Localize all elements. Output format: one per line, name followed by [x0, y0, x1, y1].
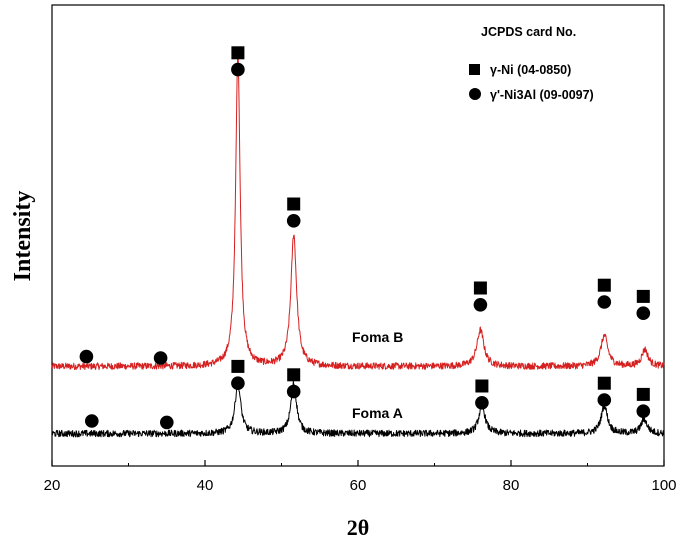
- gamma-ni-marker-foma-a: [636, 387, 650, 401]
- trace-foma-a: [51, 379, 665, 438]
- x-tick-label: 80: [503, 477, 520, 494]
- trace-labels: Foma B Foma A: [352, 329, 403, 421]
- gamma-ni-marker-foma-a: [231, 359, 245, 373]
- x-axis-title: 2θ: [347, 515, 369, 539]
- plot-frame: [51, 4, 665, 467]
- gamma-prime-marker-foma-a: [160, 415, 174, 430]
- legend-title: JCPDS card No.: [481, 25, 576, 39]
- plot-area: [51, 4, 665, 467]
- gamma-prime-marker-foma-b: [153, 351, 168, 365]
- gamma-prime-marker-foma-a: [636, 404, 651, 419]
- gamma-prime-marker-foma-a: [475, 396, 489, 410]
- x-axis-ticks: 20 40 60 80 100: [44, 460, 677, 494]
- gamma-ni-marker-foma-b: [636, 289, 650, 303]
- gamma-ni-marker-foma-a: [597, 376, 611, 390]
- x-tick-label: 20: [44, 477, 61, 494]
- legend-entry-gamma-prime-ni3al: γ'-Ni3Al (09-0097): [490, 88, 594, 102]
- legend-square-marker: [469, 64, 480, 75]
- gamma-prime-marker-foma-a: [231, 376, 245, 391]
- y-axis-title: Intensity: [10, 191, 36, 282]
- gamma-ni-marker-foma-a: [475, 379, 489, 393]
- gamma-ni-marker-foma-b: [231, 46, 245, 60]
- gamma-prime-marker-foma-b: [473, 298, 488, 312]
- trace-label-foma-b: Foma B: [352, 329, 403, 345]
- gamma-prime-marker-foma-a: [85, 414, 99, 428]
- gamma-prime-marker-foma-a: [286, 384, 301, 399]
- legend-circle-marker: [469, 88, 481, 100]
- gamma-ni-marker-foma-a: [287, 368, 301, 382]
- gamma-prime-marker-foma-a: [597, 393, 612, 407]
- legend: JCPDS card No. γ-Ni (04-0850) γ'-Ni3Al (…: [469, 25, 594, 102]
- gamma-ni-marker-foma-b: [287, 197, 301, 211]
- gamma-ni-marker-foma-b: [473, 281, 487, 295]
- phase-markers: [79, 46, 651, 430]
- gamma-prime-marker-foma-b: [636, 306, 651, 321]
- gamma-prime-marker-foma-b: [286, 214, 301, 228]
- gamma-prime-marker-foma-b: [231, 62, 245, 77]
- x-tick-label: 60: [350, 477, 367, 494]
- gamma-ni-marker-foma-b: [597, 278, 611, 292]
- gamma-prime-marker-foma-b: [79, 349, 94, 364]
- x-tick-label: 40: [197, 477, 214, 494]
- trace-foma-b: [51, 48, 665, 371]
- legend-entry-gamma-ni: γ-Ni (04-0850): [490, 63, 571, 77]
- x-tick-label: 100: [651, 477, 676, 494]
- traces: [51, 48, 665, 438]
- gamma-prime-marker-foma-b: [597, 295, 612, 309]
- trace-label-foma-a: Foma A: [352, 405, 403, 421]
